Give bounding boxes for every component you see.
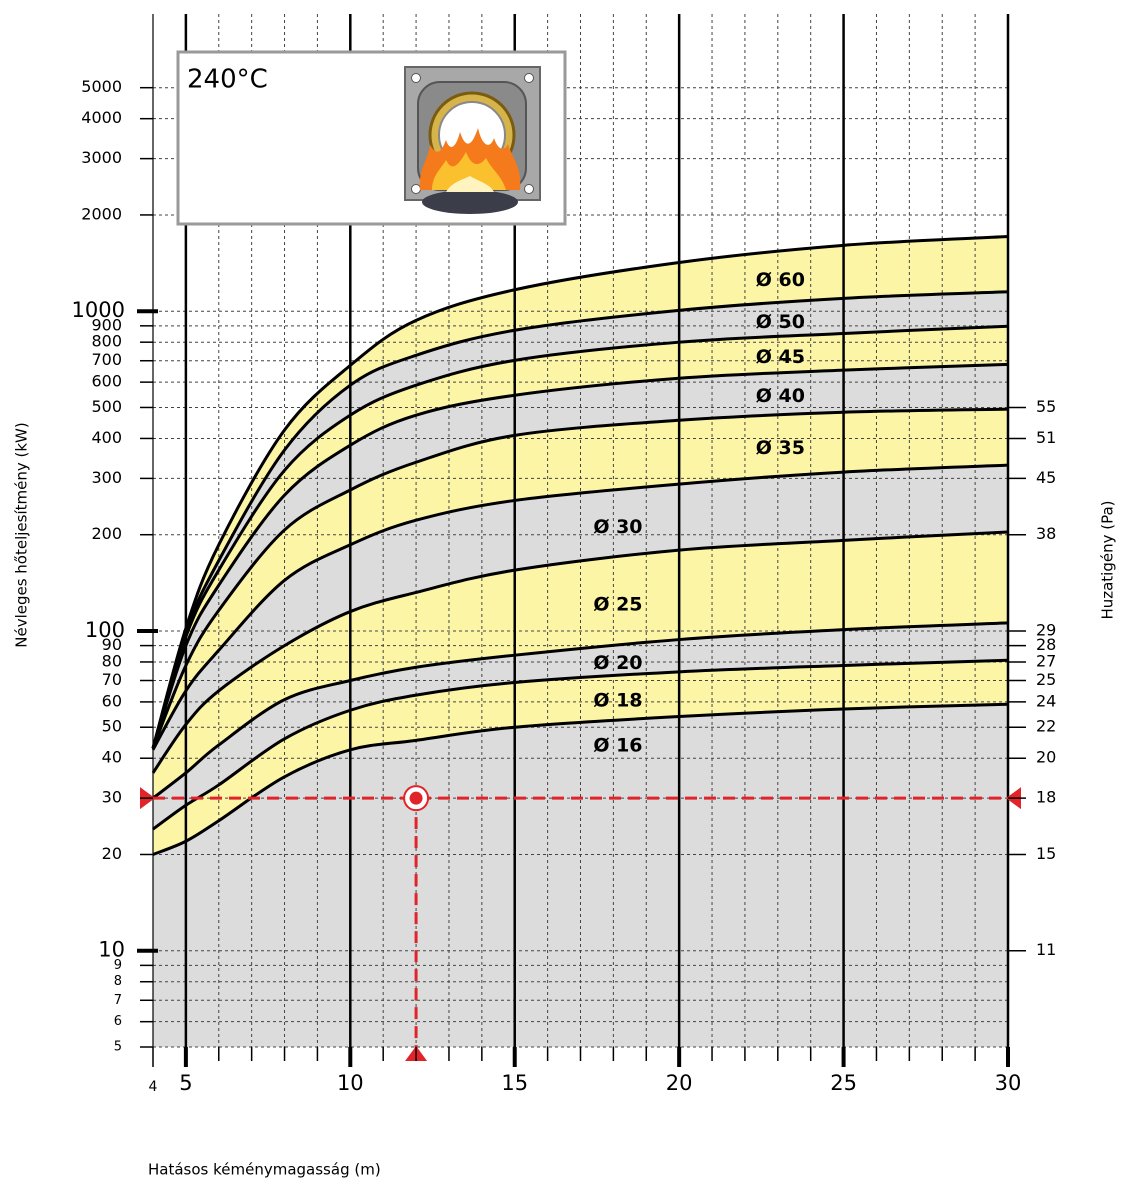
y-tick-label: 800 bbox=[91, 332, 122, 351]
icon-hole bbox=[524, 73, 534, 83]
boundary-curve bbox=[152, 702, 1009, 856]
y2-tick-label: 27 bbox=[1036, 651, 1056, 670]
y2-tick-label: 18 bbox=[1036, 788, 1056, 807]
band-fill bbox=[153, 236, 1008, 749]
y-axis-label: Névleges hőteljesítmény (kW) bbox=[13, 422, 31, 648]
y-tick-label: 900 bbox=[91, 315, 122, 334]
x-tick-label: 15 bbox=[501, 1071, 528, 1095]
y-tick-label: 500 bbox=[91, 397, 122, 416]
example-point bbox=[409, 791, 423, 805]
icon-smoke bbox=[422, 190, 518, 214]
y-tick-label: 1000 bbox=[72, 298, 125, 322]
y-tick-label: 80 bbox=[102, 651, 122, 670]
boundary-curve bbox=[151, 324, 1009, 749]
icon-hole bbox=[524, 184, 534, 194]
boundary-curve bbox=[151, 362, 1009, 749]
info-box-title: 240°C bbox=[187, 65, 268, 95]
y2-tick-label: 28 bbox=[1036, 635, 1056, 654]
y2-tick-label: 51 bbox=[1036, 428, 1056, 447]
y-tick-label: 100 bbox=[85, 618, 125, 642]
y2-axis-label: Huzatigény (Pa) bbox=[1099, 500, 1117, 619]
y2-tick-label: 25 bbox=[1036, 670, 1056, 689]
band-label: Ø 30 bbox=[593, 516, 642, 538]
example bbox=[140, 785, 1021, 1061]
boundary-curve bbox=[151, 290, 1009, 749]
boundary-curve bbox=[152, 621, 1009, 800]
band-fill bbox=[153, 409, 1008, 750]
y2-tick-label: 11 bbox=[1036, 940, 1056, 959]
band-label: Ø 60 bbox=[756, 269, 805, 291]
y-tick-label: 300 bbox=[91, 468, 122, 487]
x-tick-label: 30 bbox=[995, 1071, 1022, 1095]
flue-icon bbox=[404, 66, 541, 214]
icon-hole bbox=[411, 184, 421, 194]
y-tick-label: 7 bbox=[114, 993, 122, 1008]
y-tick-label: 2000 bbox=[81, 204, 122, 223]
y-tick-label: 700 bbox=[91, 350, 122, 369]
boundary-curve bbox=[151, 235, 1009, 749]
y2-tick-label: 55 bbox=[1036, 397, 1056, 416]
y-tick-label: 40 bbox=[102, 748, 122, 767]
y-tick-label: 90 bbox=[102, 635, 122, 654]
y2-tick-label: 24 bbox=[1036, 691, 1056, 710]
y2-tick-label: 38 bbox=[1036, 524, 1056, 543]
y-tick-label: 3000 bbox=[81, 148, 122, 167]
band-fill bbox=[153, 364, 1008, 749]
band-label: Ø 35 bbox=[756, 437, 805, 459]
y-tick-label: 60 bbox=[102, 691, 122, 710]
icon-hole bbox=[411, 73, 421, 83]
icon-fire-core bbox=[432, 152, 506, 190]
y-tick-label: 200 bbox=[91, 524, 122, 543]
band-fill bbox=[153, 326, 1008, 749]
boundary-curve bbox=[151, 407, 1009, 749]
y-tick-label: 20 bbox=[102, 844, 122, 863]
y-tick-label: 5000 bbox=[81, 77, 122, 96]
y-tick-label: 4000 bbox=[81, 108, 122, 127]
x-axis-label: Hatásos kéménymagasság (m) bbox=[148, 1161, 381, 1179]
band-label: Ø 20 bbox=[593, 652, 642, 674]
band-label: Ø 18 bbox=[593, 689, 642, 711]
x-tick-label: 5 bbox=[179, 1071, 192, 1095]
x-tick-label: 10 bbox=[337, 1071, 364, 1095]
band-fill bbox=[153, 660, 1008, 855]
curves: Ø 16 Ø 18 Ø 20 Ø 25 Ø 30 Ø 35 Ø 40 Ø 45 Ø 50 Ø 60 bbox=[151, 235, 1009, 856]
x-tick-label: 20 bbox=[666, 1071, 693, 1095]
y2-tick-label: 15 bbox=[1036, 844, 1056, 863]
y-tick-label: 8 bbox=[114, 974, 122, 989]
band-fill bbox=[153, 704, 1008, 1047]
y-tick-label: 30 bbox=[102, 788, 122, 807]
y2-tick-label: 22 bbox=[1036, 717, 1056, 736]
boundary-curve bbox=[152, 658, 1009, 831]
info-box: 240°C bbox=[176, 50, 567, 226]
y-tick-label: 400 bbox=[91, 428, 122, 447]
y2-tick-label: 45 bbox=[1036, 468, 1056, 487]
y2-tick-label: 20 bbox=[1036, 748, 1056, 767]
y-tick-label: 9 bbox=[114, 958, 122, 973]
band-label: Ø 50 bbox=[756, 311, 805, 333]
boundary-curve bbox=[151, 530, 1009, 774]
y-tick-label: 5 bbox=[114, 1040, 122, 1055]
band-label: Ø 45 bbox=[756, 346, 805, 368]
y-tick-label: 6 bbox=[114, 1014, 122, 1029]
boundary-curve bbox=[151, 463, 1009, 751]
band-label: Ø 25 bbox=[593, 594, 642, 616]
y-tick-label: 70 bbox=[102, 670, 122, 689]
x-tick-label: 4 bbox=[149, 1079, 158, 1095]
y-tick-label: 50 bbox=[102, 717, 122, 736]
x-tick-label: 25 bbox=[830, 1071, 857, 1095]
icon-fire-glow bbox=[446, 176, 494, 192]
axes: 5678910203040506070809010020030040050060… bbox=[72, 77, 1057, 1095]
band-fill bbox=[153, 531, 1008, 799]
band-label: Ø 40 bbox=[756, 385, 805, 407]
band-label: Ø 16 bbox=[593, 735, 642, 757]
y2-tick-label: 29 bbox=[1036, 620, 1056, 639]
y-tick-label: 600 bbox=[91, 372, 122, 391]
y-tick-label: 10 bbox=[98, 938, 125, 962]
